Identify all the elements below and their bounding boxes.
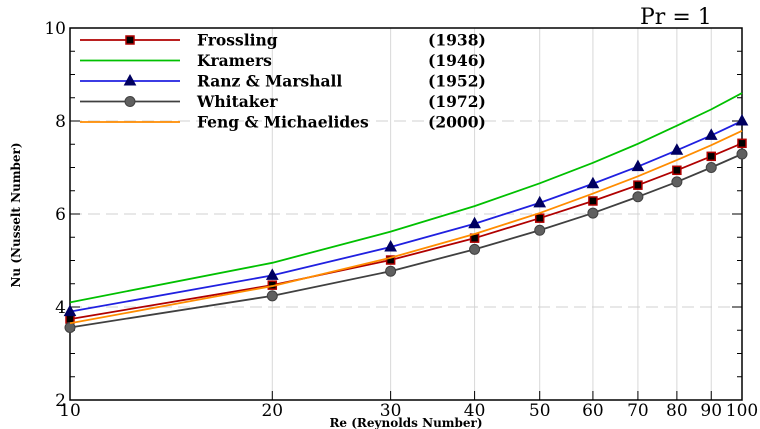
data-point-whitaker <box>671 176 683 188</box>
legend: Frossling (1938) Kramers (1946) Ranz & Marsh… <box>80 31 486 132</box>
data-point-frossling <box>588 196 598 206</box>
y-axis-title: Nu (Nusselt Number) <box>9 142 23 287</box>
data-point-frossling <box>534 213 545 223</box>
series-whitaker <box>64 148 748 333</box>
legend-label: Ranz & Marshall <box>197 72 342 91</box>
legend-marker <box>125 35 135 45</box>
legend-label: Feng & Michaelides <box>197 113 369 132</box>
x-tick-label: 90 <box>700 401 722 421</box>
data-point-whitaker <box>632 191 644 203</box>
data-point-ranz-marshall <box>704 128 718 140</box>
legend-year: (2000) <box>428 113 486 132</box>
x-axis-title: Re (Reynolds Number) <box>329 416 482 429</box>
x-tick-label: 100 <box>726 401 758 421</box>
x-tick-label: 30 <box>380 401 402 421</box>
data-point-ranz-marshall <box>735 113 749 126</box>
y-tick-label: 6 <box>55 205 66 225</box>
legend-label: Kramers <box>197 51 272 70</box>
legend-item-ranz-marshall: Ranz & Marshall (1952) <box>80 72 486 91</box>
legend-item-kramers: Kramers (1946) <box>80 51 486 70</box>
x-tick-label: 80 <box>666 401 688 421</box>
grid <box>69 27 743 401</box>
data-point-whitaker <box>266 290 278 302</box>
legend-label: Whitaker <box>196 92 278 111</box>
x-tick-label: 40 <box>464 401 486 421</box>
series-line-kramers <box>69 92 743 304</box>
data-point-whitaker <box>385 265 397 277</box>
series-feng-michaelides <box>69 129 743 325</box>
data-point-whitaker <box>64 321 76 333</box>
y-tick-label: 2 <box>55 391 66 411</box>
legend-marker <box>124 96 136 107</box>
y-tick-label: 10 <box>44 19 66 39</box>
series-ranz-marshall <box>63 113 749 317</box>
legend-marker <box>123 73 137 86</box>
data-point-frossling <box>385 255 396 265</box>
data-point-frossling <box>633 180 643 190</box>
data-point-ranz-marshall <box>670 143 684 155</box>
series-kramers <box>69 92 743 304</box>
series-line-ranz-marshall <box>69 120 743 313</box>
legend-year: (1946) <box>428 51 486 70</box>
data-point-whitaker <box>736 148 748 160</box>
data-point-ranz-marshall <box>63 304 77 317</box>
data-point-ranz-marshall <box>265 268 279 280</box>
data-point-whitaker <box>534 224 546 236</box>
data-point-ranz-marshall <box>468 216 481 229</box>
data-point-frossling <box>672 165 682 176</box>
data-point-ranz-marshall <box>631 159 645 172</box>
data-point-frossling <box>737 138 747 149</box>
legend-year: (1952) <box>428 72 486 91</box>
data-point-whitaker <box>469 243 481 255</box>
y-tick-label: 4 <box>55 298 66 318</box>
data-point-whitaker <box>587 207 599 219</box>
x-tick-label: 50 <box>529 401 551 421</box>
data-point-ranz-marshall <box>586 176 600 189</box>
x-tick-label: 60 <box>582 401 604 421</box>
data-point-whitaker <box>705 162 717 173</box>
pr-annotation: Pr = 1 <box>640 5 712 30</box>
legend-year: (1972) <box>428 92 486 111</box>
data-point-ranz-marshall <box>533 195 547 208</box>
data-series <box>63 92 749 333</box>
axis-ticks: 10 20 30 40 50 60 70 80 90 100 2 4 6 8 10 <box>44 19 758 421</box>
legend-item-whitaker: Whitaker (1972) <box>80 92 486 111</box>
series-line-feng-michaelides <box>69 129 743 325</box>
legend-item-frossling: Frossling (1938) <box>80 31 486 50</box>
data-point-ranz-marshall <box>384 239 397 252</box>
series-frossling <box>65 138 747 324</box>
legend-label: Frossling <box>197 31 278 50</box>
legend-item-feng-michaelides: Feng & Michaelides (2000) <box>80 113 486 132</box>
x-tick-label: 20 <box>261 401 283 421</box>
series-line-whitaker <box>69 153 743 329</box>
x-tick-label: 70 <box>627 401 649 421</box>
legend-year: (1938) <box>428 31 486 50</box>
y-tick-label: 8 <box>55 112 66 132</box>
x-tick-label: 10 <box>59 401 81 421</box>
data-point-frossling <box>706 151 717 162</box>
